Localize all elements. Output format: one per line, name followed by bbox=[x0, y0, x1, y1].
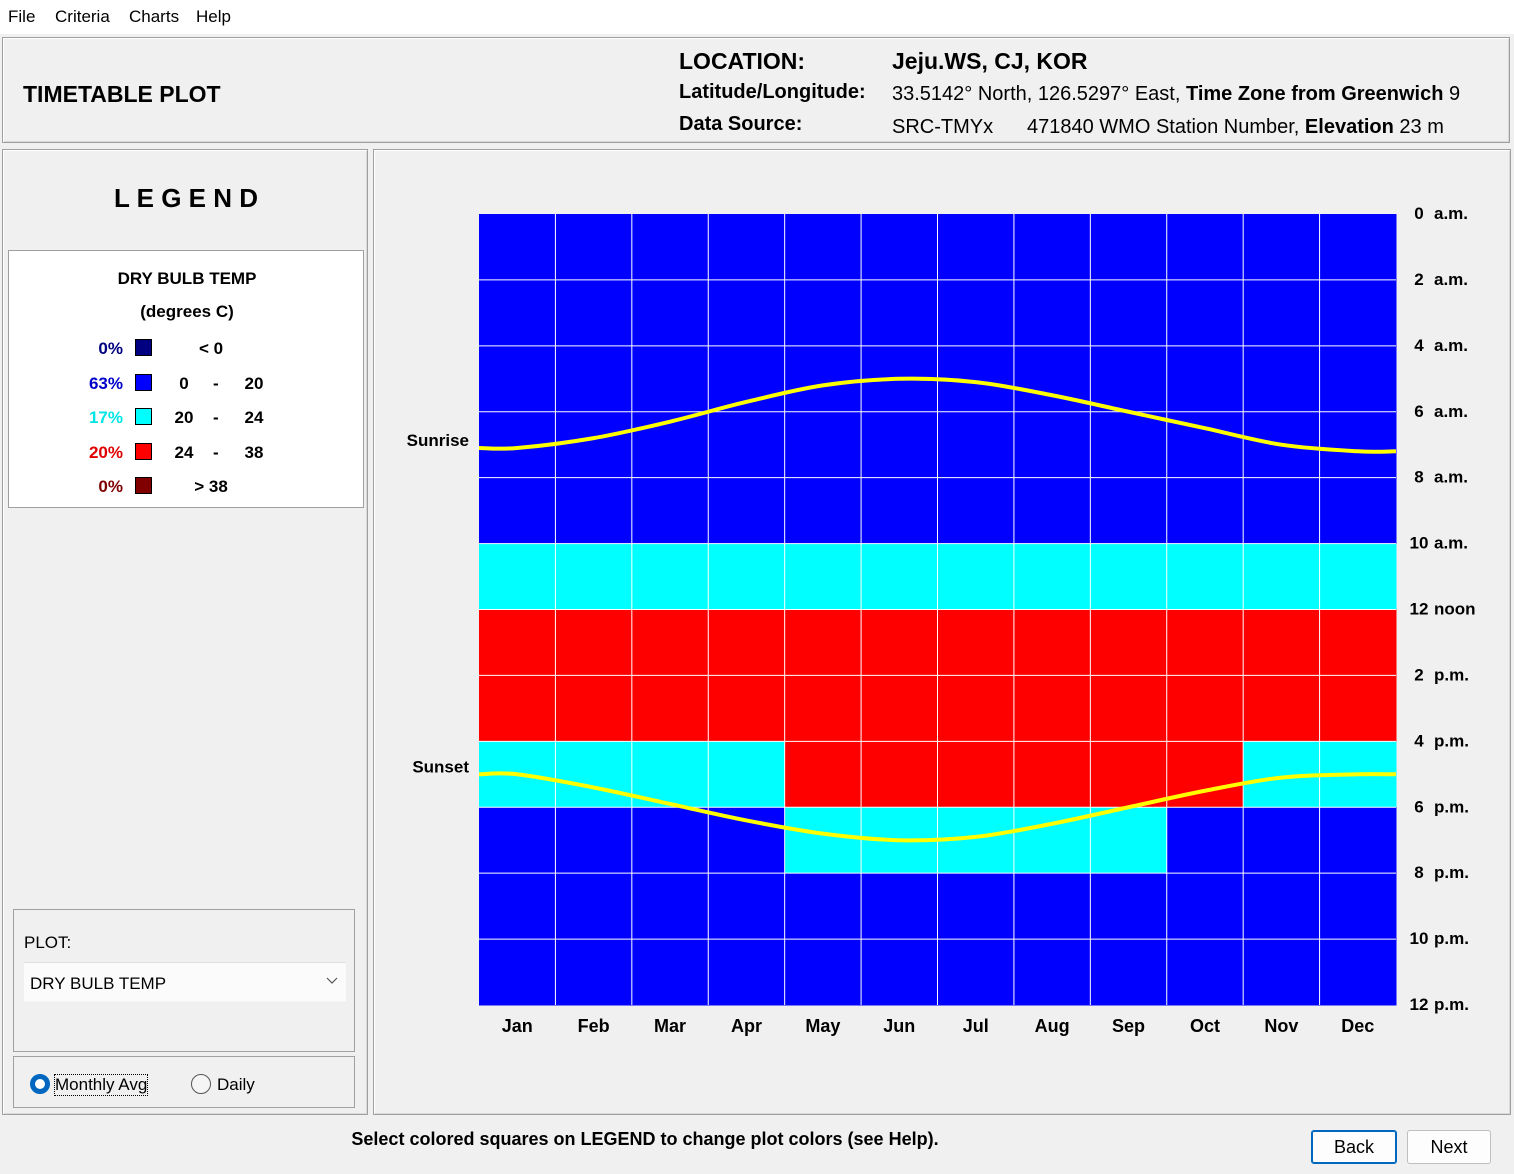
chevron-down-icon bbox=[326, 971, 338, 991]
legend-percent: 63% bbox=[88, 373, 123, 393]
legend-range-low: 20 bbox=[174, 408, 194, 427]
station-info: 471840 WMO Station Number, Elevation 23 … bbox=[1027, 116, 1444, 139]
location-label: LOCATION: bbox=[679, 48, 806, 74]
latlon-value: 33.5142° North, 126.5297° East, Time Zon… bbox=[892, 83, 1460, 106]
legend-units: (degrees C) bbox=[140, 302, 234, 321]
legend-range-dash: - bbox=[213, 373, 219, 393]
legend-range-dash: - bbox=[213, 442, 219, 462]
plot-dropdown[interactable]: DRY BULB TEMP bbox=[24, 962, 346, 1002]
chart-panel bbox=[373, 149, 1511, 1115]
timezone-value: 9 bbox=[1449, 83, 1461, 105]
legend-range-high: 38 bbox=[244, 442, 264, 462]
data-source-label: Data Source: bbox=[679, 113, 803, 135]
data-source-value: SRC-TMYx bbox=[892, 116, 994, 138]
menu-criteria[interactable]: Criteria bbox=[55, 7, 110, 26]
legend-swatch[interactable] bbox=[135, 477, 152, 494]
legend-swatch[interactable] bbox=[135, 373, 152, 391]
legend-percent: 0% bbox=[98, 477, 123, 496]
daily-radio-label[interactable]: Daily bbox=[217, 1075, 255, 1094]
elevation-label: Elevation bbox=[1304, 116, 1394, 138]
plot-label: PLOT: bbox=[24, 933, 72, 952]
legend-range-high: 24 bbox=[244, 408, 264, 427]
legend-swatch[interactable] bbox=[135, 408, 152, 425]
legend-range: < 0 bbox=[198, 339, 224, 358]
legend-box: DRY BULB TEMP (degrees C) 0% < 0 63% 0-20 17… bbox=[8, 250, 364, 508]
legend-percent: 0% bbox=[98, 339, 123, 358]
menu-charts[interactable]: Charts bbox=[129, 7, 180, 26]
header-panel: TIMETABLE PLOT LOCATION: Jeju.WS, CJ, KO… bbox=[2, 37, 1510, 143]
timezone-label: Time Zone from Greenwich bbox=[1185, 83, 1444, 105]
plot-dropdown-value: DRY BULB TEMP bbox=[30, 974, 167, 993]
monthly-radio[interactable] bbox=[30, 1074, 50, 1094]
footer-text-post: to change plot colors (see Help). bbox=[660, 1129, 939, 1149]
monthly-radio-label[interactable]: Monthly Avg bbox=[53, 1074, 149, 1096]
next-button[interactable]: Next bbox=[1407, 1130, 1491, 1164]
menu-file[interactable]: File bbox=[8, 7, 36, 26]
legend-range-dash: - bbox=[213, 408, 219, 427]
legend-percent: 17% bbox=[88, 408, 123, 427]
daily-radio[interactable] bbox=[191, 1074, 211, 1094]
legend-range: > 38 bbox=[194, 477, 228, 496]
footer-text-pre: Select colored squares on bbox=[351, 1129, 576, 1149]
plot-select-group: PLOT: DRY BULB TEMP bbox=[13, 909, 355, 1052]
legend-swatch[interactable] bbox=[135, 442, 152, 460]
legend-heading: L E G E N D bbox=[114, 183, 258, 213]
legend-range-low: 24 bbox=[174, 442, 194, 462]
latlon-text: 33.5142° North, 126.5297° East, bbox=[892, 83, 1181, 105]
averaging-radio-group: Monthly Avg Daily bbox=[13, 1056, 355, 1108]
legend-range-high: 20 bbox=[244, 373, 264, 393]
station-number: 471840 WMO Station Number, bbox=[1027, 116, 1300, 138]
page-title: TIMETABLE PLOT bbox=[23, 81, 221, 107]
legend-range-low: 0 bbox=[179, 373, 189, 393]
elevation-value: 23 m bbox=[1399, 116, 1444, 138]
footer-text-bold: LEGEND bbox=[580, 1129, 656, 1149]
legend-percent: 20% bbox=[88, 442, 123, 462]
menu-help[interactable]: Help bbox=[196, 7, 231, 26]
legend-swatch[interactable] bbox=[135, 339, 152, 356]
footer-hint: Select colored squares on LEGEND to chan… bbox=[0, 1129, 1290, 1150]
menu-bar: File Criteria Charts Help bbox=[0, 0, 1514, 34]
back-button[interactable]: Back bbox=[1311, 1130, 1397, 1164]
legend-title: DRY BULB TEMP bbox=[117, 269, 257, 288]
location-value: Jeju.WS, CJ, KOR bbox=[892, 48, 1088, 74]
latlon-label: Latitude/Longitude: bbox=[679, 81, 866, 103]
